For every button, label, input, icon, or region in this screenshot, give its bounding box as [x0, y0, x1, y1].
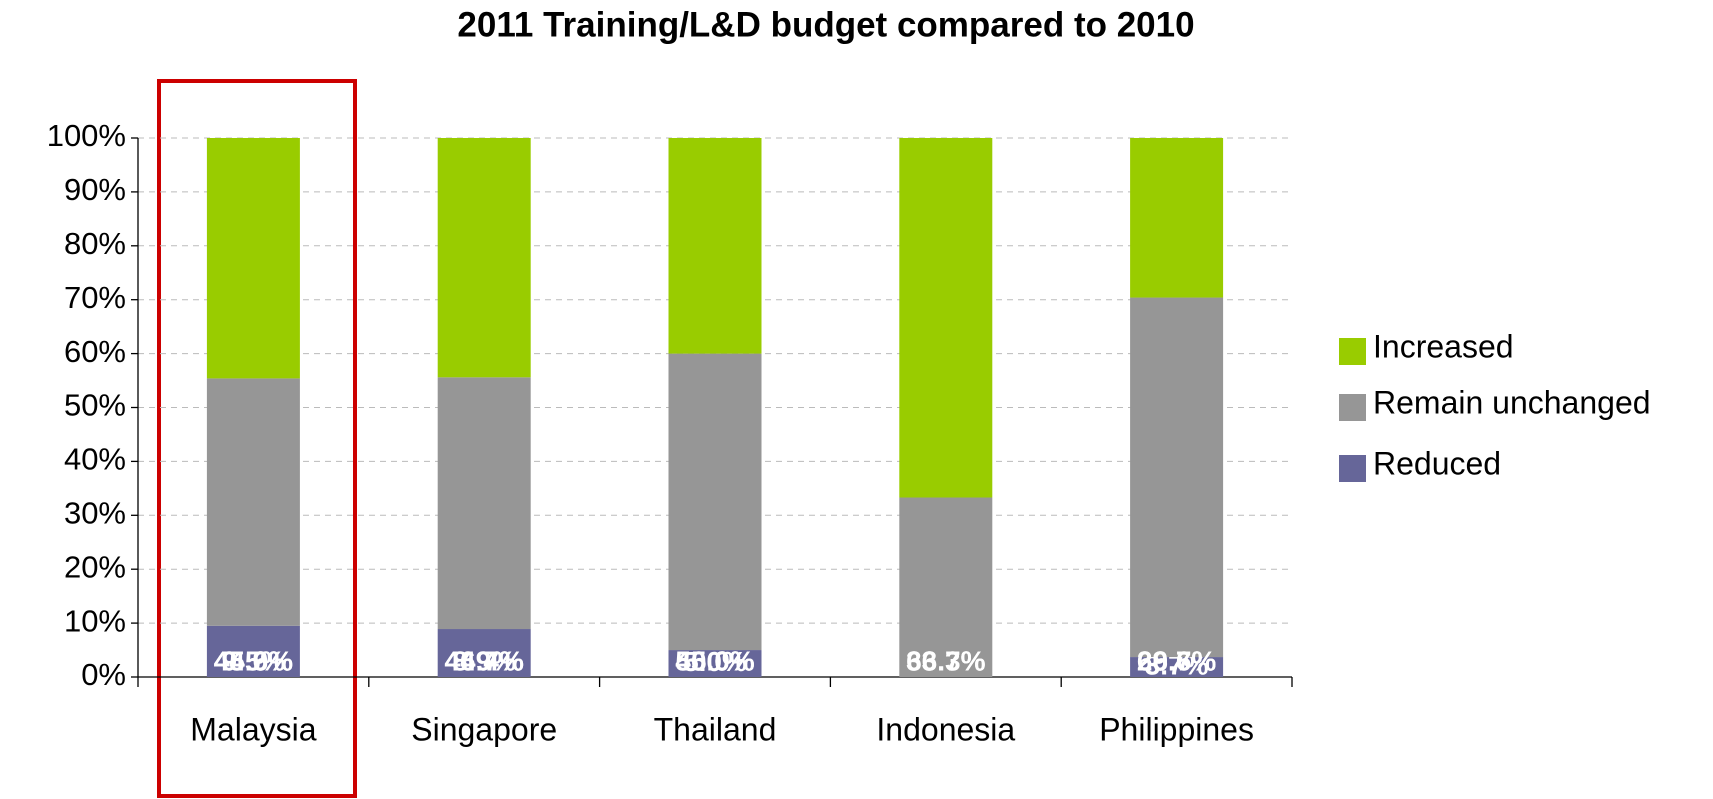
data-label: 44.4%	[444, 645, 523, 676]
legend-swatch	[1339, 455, 1366, 482]
y-tick-label: 90%	[64, 172, 126, 207]
data-label: 46.7%	[444, 645, 523, 676]
legend-label: Reduced	[1373, 445, 1501, 481]
data-label: 55.0%	[675, 645, 754, 676]
bar-segment	[1130, 657, 1224, 677]
y-tick-label: 100%	[47, 118, 126, 153]
bar-segment	[899, 497, 993, 677]
bar-segment	[899, 138, 993, 498]
bar-segment	[1130, 138, 1224, 298]
bar-segment	[437, 138, 531, 378]
bar-segment	[437, 629, 531, 677]
data-label: 66.7%	[1137, 645, 1216, 676]
data-label: 8.9%	[452, 645, 516, 676]
highlight-box	[157, 79, 357, 798]
y-tick-label: 40%	[64, 442, 126, 477]
y-tick-label: 50%	[64, 388, 126, 423]
y-tick-label: 30%	[64, 495, 126, 530]
legend-swatch	[1339, 394, 1366, 421]
y-tick-label: 60%	[64, 334, 126, 369]
legend-swatch	[1339, 338, 1366, 365]
bar-segment	[668, 138, 762, 354]
legend-label: Remain unchanged	[1373, 384, 1651, 420]
chart-title: 2011 Training/L&D budget compared to 201…	[457, 5, 1194, 44]
data-label: 33.3%	[906, 645, 985, 676]
x-tick-label: Philippines	[1099, 711, 1254, 747]
data-label: 29.6%	[1137, 645, 1216, 676]
y-tick-label: 0%	[81, 657, 126, 692]
data-label: 5.0%	[683, 646, 747, 677]
legend-label: Increased	[1373, 328, 1514, 364]
x-tick-label: Thailand	[654, 711, 777, 747]
x-tick-label: Indonesia	[876, 711, 1015, 747]
y-tick-label: 10%	[64, 603, 126, 638]
data-label: 44.6%	[214, 645, 293, 676]
bar-segment	[206, 378, 300, 626]
x-tick-label: Malaysia	[190, 711, 316, 747]
data-label: 40.0%	[675, 645, 754, 676]
bar-segment	[206, 138, 300, 379]
data-label: 66.7%	[906, 645, 985, 676]
data-label: 9.5%	[221, 645, 285, 676]
y-tick-label: 70%	[64, 280, 126, 315]
bar-segment	[437, 377, 531, 630]
x-tick-label: Singapore	[411, 711, 557, 747]
y-tick-label: 20%	[64, 549, 126, 584]
data-label: 45.9%	[214, 645, 293, 676]
bar-segment	[1130, 297, 1224, 658]
bar-segment	[668, 353, 762, 651]
bar-segment	[206, 625, 300, 677]
y-tick-label: 80%	[64, 226, 126, 261]
bar-segment	[668, 650, 762, 677]
